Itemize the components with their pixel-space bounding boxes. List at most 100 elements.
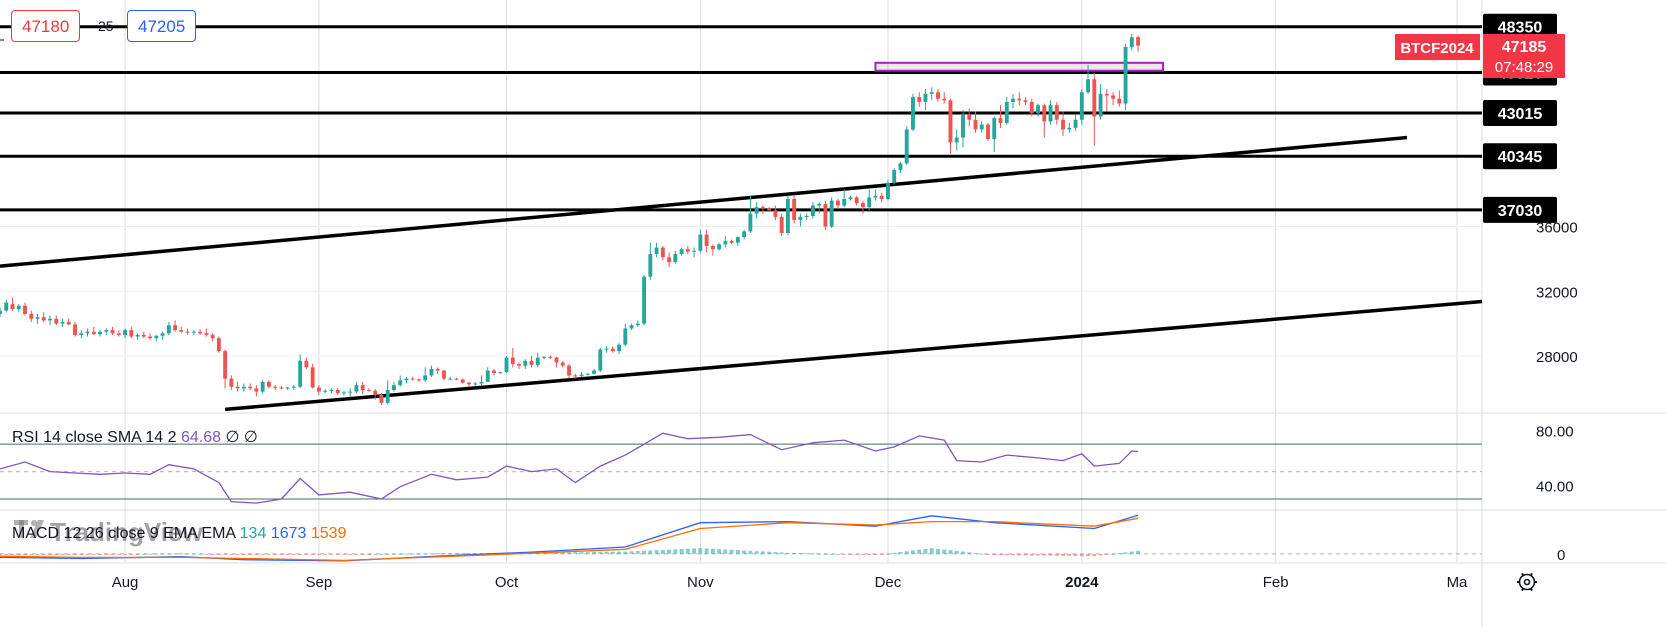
macd-histogram-bar xyxy=(404,553,409,555)
macd-histogram-bar xyxy=(48,553,52,556)
candle-body xyxy=(1036,105,1040,114)
candle-body xyxy=(91,331,96,335)
candle-body xyxy=(867,197,872,208)
macd-histogram-bar xyxy=(448,553,453,555)
macd-histogram-bar xyxy=(135,553,140,555)
candle-body xyxy=(760,207,765,209)
bid-price-box[interactable]: 47180 xyxy=(11,10,81,42)
macd-histogram-bar xyxy=(1048,553,1053,556)
candle-body xyxy=(585,373,590,375)
candle-body xyxy=(60,322,65,324)
macd-histogram-bar xyxy=(4,553,9,556)
candle-body xyxy=(304,360,309,368)
candle-body xyxy=(116,333,121,335)
candle-body xyxy=(1029,101,1034,114)
macd-histogram-bar xyxy=(911,550,915,554)
macd-histogram-bar xyxy=(961,551,965,554)
candle-body xyxy=(210,334,215,339)
macd-histogram-bar xyxy=(685,548,690,554)
macd-legend-histogram: 134 xyxy=(240,525,271,542)
candle-body xyxy=(948,100,953,143)
candle-body xyxy=(498,372,503,374)
candle-body xyxy=(860,203,865,208)
macd-histogram-bar xyxy=(210,553,215,555)
gear-icon[interactable] xyxy=(1517,572,1537,592)
candle-body xyxy=(692,250,697,252)
candle-body xyxy=(685,249,690,252)
macd-histogram-bar xyxy=(767,551,772,554)
resistance-zone-box[interactable] xyxy=(874,61,1165,72)
candle-body xyxy=(54,318,59,324)
candle-body xyxy=(1086,79,1090,93)
candle-body xyxy=(804,216,809,218)
spread-value: 25 xyxy=(98,18,114,34)
macd-histogram-bar xyxy=(10,553,15,556)
macd-histogram-bar xyxy=(316,553,321,555)
candle-body xyxy=(904,129,909,164)
macd-legend-name: MACD 12 26 close 9 EMA EMA xyxy=(12,525,240,542)
macd-histogram-bar xyxy=(692,548,697,554)
macd-histogram-bar xyxy=(41,553,46,556)
candle-body xyxy=(892,169,897,183)
macd-histogram-bar xyxy=(867,553,872,555)
ask-price-box[interactable]: 47205 xyxy=(127,10,197,42)
candle-body xyxy=(779,216,784,234)
level-price-label xyxy=(1483,13,1557,40)
macd-histogram-bar xyxy=(779,552,784,554)
date-axis-tick: Feb xyxy=(1263,574,1289,591)
macd-histogram-bar xyxy=(942,549,947,554)
candle-body xyxy=(598,349,603,371)
macd-histogram-bar xyxy=(829,553,834,555)
price-axis-tick: 36000 xyxy=(1536,220,1578,237)
candle-body xyxy=(360,385,365,390)
candle-body xyxy=(79,333,84,335)
macd-histogram-bar xyxy=(173,553,178,555)
candle-body xyxy=(10,304,15,310)
macd-histogram-bar xyxy=(329,553,334,555)
macd-histogram-bar xyxy=(579,552,584,554)
macd-histogram-bar xyxy=(366,553,371,555)
candle-body xyxy=(886,182,890,200)
candle-body xyxy=(329,389,334,391)
macd-histogram-bar xyxy=(892,552,897,554)
candle-body xyxy=(110,330,115,334)
macd-histogram-bar xyxy=(1004,553,1009,556)
candle-body xyxy=(523,360,528,366)
candle-body xyxy=(4,302,9,311)
macd-histogram-bar xyxy=(54,553,59,556)
macd-histogram-bar xyxy=(310,553,315,555)
candle-body xyxy=(986,124,990,140)
candle-body xyxy=(485,370,490,382)
macd-histogram-bar xyxy=(842,553,847,555)
candle-body xyxy=(929,92,934,94)
macd-histogram-bar xyxy=(360,553,365,555)
macd-histogram-bar xyxy=(323,553,328,555)
candle-body xyxy=(704,234,709,246)
macd-histogram-bar xyxy=(1136,550,1141,554)
candle-body xyxy=(623,328,628,345)
candle-body xyxy=(1067,127,1072,130)
candle-body xyxy=(823,203,828,227)
macd-histogram-bar xyxy=(710,548,715,554)
candle-body xyxy=(1136,37,1141,46)
macd-histogram-bar xyxy=(379,553,384,555)
candle-body xyxy=(366,389,371,391)
candle-body xyxy=(404,378,409,381)
date-axis-tick: Oct xyxy=(495,574,519,591)
macd-histogram-bar xyxy=(260,553,265,555)
macd-histogram-bar xyxy=(635,551,640,554)
macd-histogram-bar xyxy=(454,553,459,555)
candle-body xyxy=(510,357,515,365)
candle-body xyxy=(979,124,984,130)
candle-body xyxy=(698,234,703,251)
macd-histogram-bar xyxy=(29,553,34,556)
rsi-legend-empty: ∅ xyxy=(225,429,243,446)
candle-body xyxy=(798,216,803,221)
macd-histogram-bar xyxy=(992,553,997,556)
candle-body xyxy=(879,195,884,200)
candle-body xyxy=(479,381,484,384)
macd-histogram-bar xyxy=(954,550,959,554)
macd-histogram-bar xyxy=(886,553,890,555)
